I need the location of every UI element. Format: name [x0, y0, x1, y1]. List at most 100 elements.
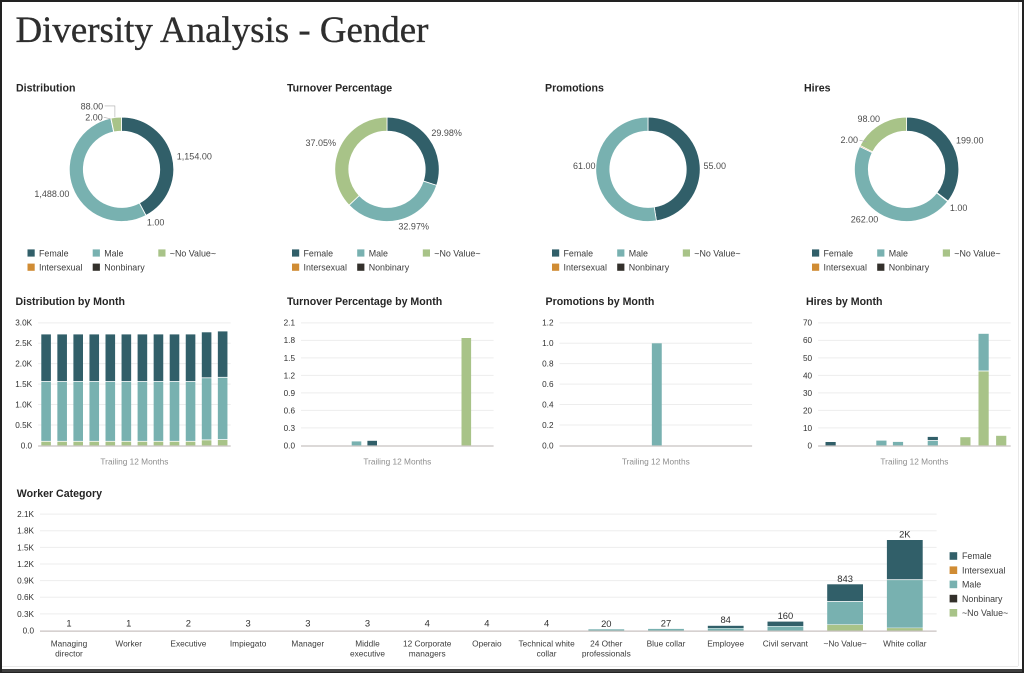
svg-text:4: 4: [544, 618, 549, 629]
svg-text:50: 50: [803, 354, 813, 363]
svg-text:Managing: Managing: [51, 639, 88, 649]
svg-text:70: 70: [803, 319, 813, 328]
svg-text:Nonbinary: Nonbinary: [962, 594, 1003, 604]
svg-text:Trailing 12 Months: Trailing 12 Months: [363, 456, 431, 466]
svg-text:Intersexual: Intersexual: [39, 263, 82, 273]
svg-text:Civil servant: Civil servant: [763, 639, 809, 649]
svg-text:Turnover Percentage: Turnover Percentage: [287, 82, 392, 94]
svg-text:Operaio: Operaio: [472, 639, 502, 649]
svg-text:40: 40: [803, 371, 813, 380]
svg-text:Male: Male: [629, 248, 648, 258]
svg-text:Male: Male: [889, 248, 908, 258]
svg-text:0.9K: 0.9K: [17, 577, 34, 586]
svg-text:55.00: 55.00: [704, 161, 727, 171]
svg-text:Nonbinary: Nonbinary: [889, 263, 930, 273]
svg-text:32.97%: 32.97%: [398, 222, 429, 232]
svg-text:Middle: Middle: [355, 639, 380, 649]
svg-text:24 Other: 24 Other: [590, 639, 623, 649]
svg-text:Male: Male: [104, 248, 123, 258]
svg-text:0.4: 0.4: [542, 400, 554, 409]
svg-text:88.00: 88.00: [81, 102, 104, 112]
svg-text:843: 843: [837, 573, 853, 584]
svg-text:1.0: 1.0: [542, 339, 554, 348]
svg-text:~No Value~: ~No Value~: [694, 248, 740, 258]
svg-text:Female: Female: [962, 551, 992, 561]
svg-text:0.6K: 0.6K: [17, 593, 34, 602]
svg-text:20: 20: [601, 618, 611, 629]
svg-text:3.0K: 3.0K: [15, 319, 32, 328]
svg-text:61.00: 61.00: [573, 161, 596, 171]
svg-text:1.00: 1.00: [950, 203, 968, 213]
svg-text:Female: Female: [39, 248, 69, 258]
svg-text:Intersexual: Intersexual: [304, 263, 347, 273]
svg-text:Female: Female: [824, 248, 854, 258]
svg-text:1.2: 1.2: [284, 371, 296, 380]
svg-text:Intersexual: Intersexual: [564, 263, 607, 273]
svg-text:~No Value~: ~No Value~: [434, 248, 480, 258]
svg-text:Promotions: Promotions: [545, 82, 604, 94]
svg-text:Female: Female: [304, 248, 334, 258]
svg-text:84: 84: [720, 614, 730, 625]
svg-text:Diversity Analysis - Gender: Diversity Analysis - Gender: [16, 9, 429, 50]
svg-text:Worker Category: Worker Category: [17, 488, 102, 500]
svg-text:Hires by Month: Hires by Month: [806, 296, 883, 308]
svg-text:0.0: 0.0: [542, 441, 554, 450]
svg-text:Manager: Manager: [291, 639, 324, 649]
svg-text:2.0K: 2.0K: [15, 360, 32, 369]
svg-text:~No Value~: ~No Value~: [962, 608, 1008, 618]
svg-text:160: 160: [778, 610, 794, 621]
svg-text:2.00: 2.00: [840, 135, 858, 145]
svg-text:Hires: Hires: [804, 82, 831, 94]
svg-text:60: 60: [803, 336, 813, 345]
svg-text:Intersexual: Intersexual: [962, 565, 1005, 575]
svg-text:Technical white: Technical white: [518, 639, 575, 649]
svg-text:1: 1: [126, 618, 131, 629]
svg-text:Turnover Percentage by Month: Turnover Percentage by Month: [287, 296, 442, 308]
svg-text:Promotions by Month: Promotions by Month: [546, 296, 655, 308]
svg-text:2.00: 2.00: [85, 112, 103, 122]
svg-text:2.5K: 2.5K: [15, 339, 32, 348]
svg-text:~No Value~: ~No Value~: [823, 639, 866, 649]
svg-text:director: director: [55, 648, 83, 658]
svg-text:Male: Male: [369, 248, 388, 258]
svg-text:0.6: 0.6: [542, 380, 554, 389]
svg-text:199.00: 199.00: [956, 136, 984, 146]
svg-text:Distribution: Distribution: [16, 82, 75, 94]
svg-text:98.00: 98.00: [857, 114, 880, 124]
svg-text:2.1: 2.1: [284, 319, 296, 328]
svg-text:1.00: 1.00: [147, 217, 165, 227]
svg-text:0.6: 0.6: [284, 406, 296, 415]
svg-text:Nonbinary: Nonbinary: [104, 263, 145, 273]
svg-text:4: 4: [484, 618, 489, 629]
svg-text:Trailing 12 Months: Trailing 12 Months: [880, 456, 948, 466]
svg-text:~No Value~: ~No Value~: [170, 248, 216, 258]
svg-text:Nonbinary: Nonbinary: [369, 263, 410, 273]
svg-text:1,154.00: 1,154.00: [177, 151, 212, 161]
svg-text:12 Corporate: 12 Corporate: [403, 639, 452, 649]
svg-text:professionals: professionals: [582, 648, 631, 658]
svg-text:0.3K: 0.3K: [17, 610, 34, 619]
svg-text:0.0: 0.0: [21, 441, 33, 450]
svg-text:managers: managers: [409, 648, 446, 658]
svg-text:~No Value~: ~No Value~: [954, 248, 1000, 258]
svg-text:1.5K: 1.5K: [17, 543, 34, 552]
svg-text:0.0: 0.0: [284, 441, 296, 450]
svg-text:Worker: Worker: [115, 639, 142, 649]
svg-text:2: 2: [186, 618, 191, 629]
svg-text:1,488.00: 1,488.00: [34, 189, 69, 199]
svg-text:0.9: 0.9: [284, 389, 296, 398]
svg-text:Blue collar: Blue collar: [647, 639, 686, 649]
svg-text:Female: Female: [564, 248, 594, 258]
svg-text:262.00: 262.00: [851, 214, 879, 224]
svg-text:Distribution by Month: Distribution by Month: [16, 296, 125, 308]
svg-text:0: 0: [808, 441, 813, 450]
svg-text:20: 20: [803, 406, 813, 415]
svg-text:0.0: 0.0: [23, 626, 35, 635]
svg-text:0.5K: 0.5K: [15, 421, 32, 430]
svg-text:0.3: 0.3: [284, 424, 296, 433]
svg-text:Impiegato: Impiegato: [230, 639, 267, 649]
svg-text:1.8K: 1.8K: [17, 527, 34, 536]
svg-text:2.1K: 2.1K: [17, 510, 34, 519]
svg-text:Employee: Employee: [707, 639, 744, 649]
svg-text:3: 3: [305, 618, 310, 629]
